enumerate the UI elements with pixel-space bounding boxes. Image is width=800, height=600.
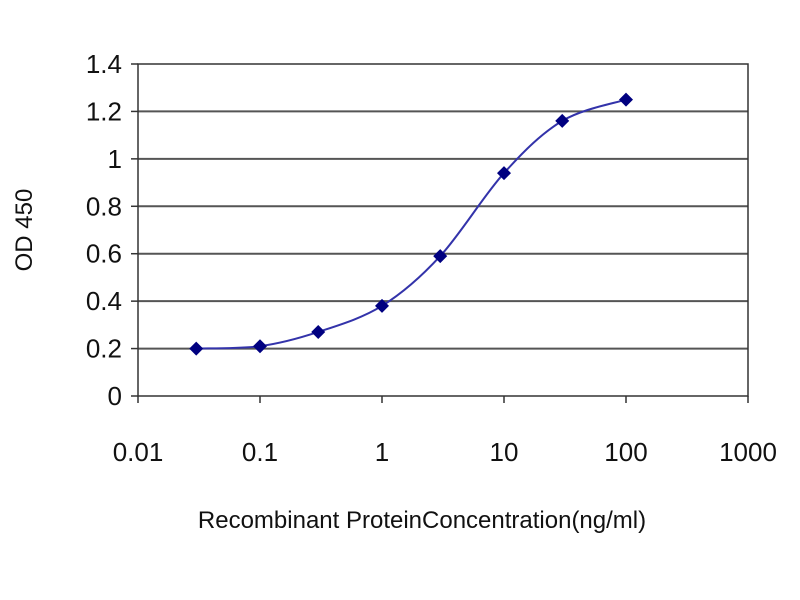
data-point-2 bbox=[311, 324, 326, 339]
data-point-3 bbox=[375, 298, 389, 313]
x-tick-label-1: 0.1 bbox=[242, 437, 278, 467]
series-line-0 bbox=[196, 98, 627, 350]
data-point-6 bbox=[555, 113, 570, 128]
plot-area-frame bbox=[137, 63, 749, 397]
series-group bbox=[189, 92, 633, 356]
x-axis-title: Recombinant ProteinConcentration(ng/ml) bbox=[198, 507, 646, 534]
data-point-4 bbox=[433, 249, 448, 264]
y-tick-label-6: 1.2 bbox=[86, 96, 122, 126]
y-tick-label-4: 0.8 bbox=[86, 191, 122, 221]
data-point-0 bbox=[189, 341, 204, 356]
data-point-5 bbox=[497, 166, 511, 181]
y-tick-label-7: 1.4 bbox=[86, 49, 122, 79]
x-tick-label-2: 1 bbox=[375, 437, 389, 467]
x-tick-label-3: 10 bbox=[490, 437, 519, 467]
x-tick-label-4: 100 bbox=[604, 437, 647, 467]
y-tick-label-1: 0.2 bbox=[86, 334, 122, 364]
x-tick-label-0: 0.01 bbox=[113, 437, 164, 467]
y-tick-label-2: 0.4 bbox=[86, 286, 122, 316]
x-axis-ticks: 0.01 0.1 1 10 100 1000 bbox=[113, 396, 777, 467]
y-tick-label-5: 1 bbox=[108, 144, 122, 174]
y-axis-title: OD 450 bbox=[11, 189, 38, 272]
y-axis-ticks: 0 0.2 0.4 0.6 0.8 1 1.2 1.4 bbox=[86, 49, 138, 411]
y-tick-label-0: 0 bbox=[108, 381, 122, 411]
y-tick-label-3: 0.6 bbox=[86, 239, 122, 269]
x-tick-label-5: 1000 bbox=[719, 437, 777, 467]
data-point-7 bbox=[619, 92, 633, 107]
grid-lines bbox=[138, 110, 748, 350]
data-point-1 bbox=[253, 339, 267, 354]
